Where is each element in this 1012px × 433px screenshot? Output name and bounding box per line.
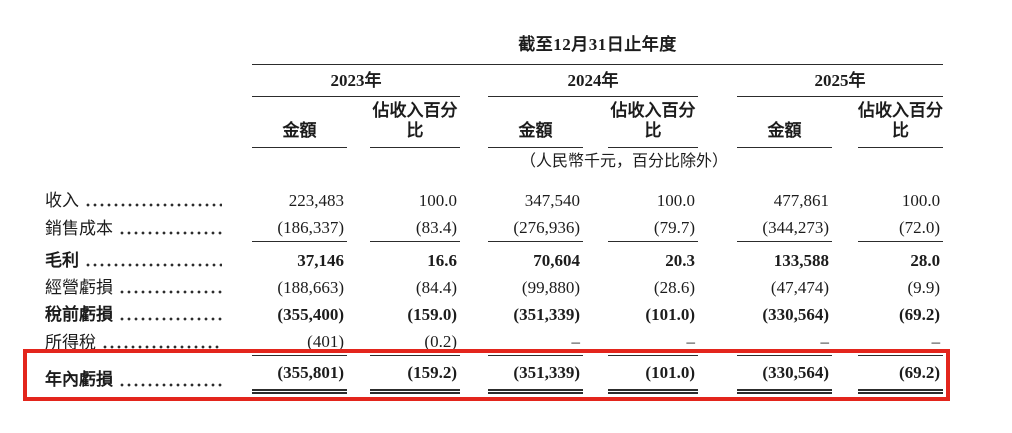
year-header-2024: 2024年 [460, 65, 698, 97]
row-label-cell: 所得稅 [30, 328, 252, 356]
amount-cell: (330,564) [698, 356, 832, 394]
row-cost-of-sales: 銷售成本 (186,337) (83.4) (276,936) (79.7) (… [30, 214, 944, 242]
col-header-amount-2023: 金額 [252, 97, 347, 148]
pct-cell: (159.0) [407, 305, 457, 324]
pct-cell: 100.0 [418, 191, 457, 210]
row-label: 稅前虧損 [45, 305, 113, 324]
income-statement-table: 截至12月31日止年度 2023年 2024年 2025年 金額 佔收入百分比 … [22, 34, 951, 401]
row-income-tax: 所得稅 (401) (0.2) – – – – [30, 328, 944, 356]
row-revenue: 收入 223,483 100.0 347,540 100.0 477,861 1… [30, 187, 943, 214]
amount-cell: (47,474) [770, 278, 829, 297]
row-label-cell: 年內虧損 [30, 356, 252, 394]
amount-cell: (330,564) [762, 305, 829, 324]
row-label-cell: 經營虧損 [30, 274, 252, 301]
dotted-leader [120, 231, 222, 235]
amount-cell: 37,146 [297, 251, 344, 270]
dotted-leader [120, 290, 222, 294]
row-label-cell: 收入 [30, 187, 252, 214]
row-loss-before-tax: 稅前虧損 (355,400) (159.0) (351,339) (101.0)… [30, 301, 943, 328]
pct-cell: – [583, 328, 698, 356]
amount-cell: (401) [252, 328, 347, 356]
pct-cell: (159.2) [347, 356, 460, 394]
amount-cell: 347,540 [524, 191, 580, 210]
amount-cell: – [460, 328, 583, 356]
pct-cell: (72.0) [832, 214, 944, 242]
pct-cell: (101.0) [583, 356, 698, 394]
pct-cell: (28.6) [653, 278, 695, 297]
col-header-pct-2024: 佔收入百分比 [583, 97, 698, 148]
col-header-pct-2025: 佔收入百分比 [832, 97, 944, 148]
year-header-2023: 2023年 [252, 65, 460, 97]
amount-cell: 133,588 [773, 251, 829, 270]
col-header-pct-2023: 佔收入百分比 [347, 97, 460, 148]
amount-cell: (351,339) [513, 305, 580, 324]
dotted-leader [86, 263, 222, 267]
spacer [832, 148, 943, 172]
year-header-2025: 2025年 [698, 65, 944, 97]
pct-cell: (0.2) [347, 328, 460, 356]
pct-cell: 20.3 [665, 251, 695, 270]
spacer [30, 65, 252, 97]
spacer [252, 148, 347, 172]
pct-cell: 16.6 [427, 251, 457, 270]
pct-cell: 100.0 [901, 191, 941, 210]
amount-cell: (276,936) [460, 214, 583, 242]
column-header-row: 金額 佔收入百分比 金額 佔收入百分比 金額 佔收入百分比 [30, 97, 944, 148]
amount-cell: 223,483 [288, 191, 344, 210]
dotted-leader [86, 203, 222, 207]
row-label: 所得稅 [45, 333, 96, 352]
pct-cell: (69.2) [832, 356, 944, 394]
spacer [347, 148, 460, 172]
pct-cell: (83.4) [347, 214, 460, 242]
amount-cell: (351,339) [460, 356, 583, 394]
pct-cell: – [832, 328, 944, 356]
unit-note-row: （人民幣千元，百分比除外） [30, 148, 943, 172]
amount-cell: (99,880) [521, 278, 580, 297]
row-label: 年內虧損 [45, 370, 113, 389]
spacer [30, 34, 252, 65]
row-gross-profit: 毛利 37,146 16.6 70,604 20.3 133,588 28.0 [30, 242, 943, 274]
pct-cell: (79.7) [583, 214, 698, 242]
spacer [30, 97, 252, 148]
pct-cell: (101.0) [645, 305, 695, 324]
dotted-leader [120, 317, 222, 321]
pct-cell: (69.2) [898, 305, 941, 324]
period-header: 截至12月31日止年度 [252, 34, 944, 65]
unit-note: （人民幣千元，百分比除外） [520, 153, 729, 170]
row-label-cell: 毛利 [30, 242, 252, 274]
row-loss-for-the-year: 年內虧損 (355,801) (159.2) (351,339) (101.0)… [22, 349, 951, 401]
col-header-amount-2024: 金額 [460, 97, 583, 148]
amount-cell: (344,273) [698, 214, 832, 242]
row-label: 收入 [45, 191, 79, 210]
period-header-row: 截至12月31日止年度 [30, 34, 944, 65]
dotted-leader [103, 345, 222, 349]
row-label: 銷售成本 [45, 219, 113, 238]
year-header-row: 2023年 2024年 2025年 [30, 65, 944, 97]
spacer [30, 148, 252, 172]
row-label-cell: 稅前虧損 [30, 301, 252, 328]
amount-cell: 70,604 [533, 251, 580, 270]
amount-cell: (186,337) [252, 214, 347, 242]
amount-cell: (355,801) [252, 356, 347, 394]
row-label: 毛利 [45, 251, 79, 270]
spacer-row [30, 172, 943, 187]
row-label: 經營虧損 [45, 278, 113, 297]
col-header-amount-2025: 金額 [698, 97, 832, 148]
pct-cell: 100.0 [656, 191, 695, 210]
period-header-text: 截至12月31日止年度 [252, 34, 944, 65]
amount-cell: (188,663) [277, 278, 344, 297]
pct-cell: 28.0 [910, 251, 941, 270]
amount-cell: – [698, 328, 832, 356]
row-operating-loss: 經營虧損 (188,663) (84.4) (99,880) (28.6) (4… [30, 274, 943, 301]
pct-cell: (84.4) [415, 278, 457, 297]
dotted-leader [120, 383, 222, 387]
amount-cell: (355,400) [277, 305, 344, 324]
amount-cell: 477,861 [773, 191, 829, 210]
row-label-cell: 銷售成本 [30, 214, 252, 242]
pct-cell: (9.9) [907, 278, 941, 297]
